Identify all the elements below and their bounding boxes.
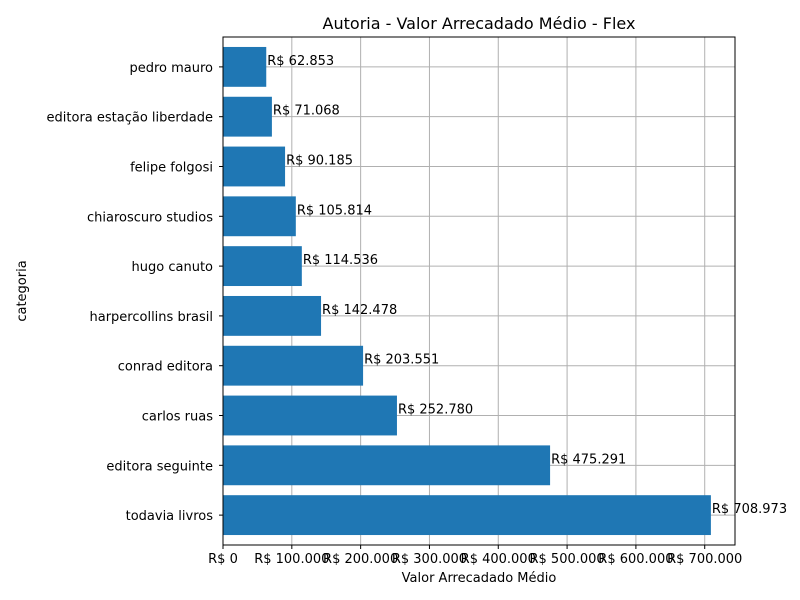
y-tick-label: chiaroscuro studios (87, 210, 213, 225)
data-label: R$ 252.780 (398, 403, 473, 418)
bar (223, 96, 272, 137)
y-axis-label: categoria (15, 260, 30, 321)
x-tick-label: R$ 500.000 (529, 552, 604, 567)
y-tick-labels: todavia livros editora seguinte carlos rua… (47, 61, 223, 524)
x-tick-label: R$ 100.000 (254, 552, 329, 567)
data-label: R$ 114.536 (303, 253, 378, 268)
data-label: R$ 142.478 (322, 303, 397, 318)
y-tick-label: harpercollins brasil (90, 310, 214, 325)
data-label: R$ 62.853 (267, 54, 334, 69)
y-tick-label: hugo canuto (132, 260, 214, 275)
y-tick-label: felipe folgosi (130, 160, 213, 175)
bar (223, 146, 286, 187)
bars (223, 46, 711, 536)
x-tick-label: R$ 600.000 (598, 552, 673, 567)
data-label: R$ 105.814 (297, 203, 372, 218)
x-tick-label: R$ 300.000 (392, 552, 467, 567)
data-label: R$ 475.291 (551, 452, 626, 467)
y-tick-label: carlos ruas (142, 410, 213, 425)
y-tick-label: pedro mauro (129, 61, 213, 76)
bar (223, 46, 267, 87)
data-label: R$ 90.185 (286, 153, 353, 168)
bar (223, 246, 302, 287)
bar (223, 495, 711, 536)
bar (223, 196, 296, 237)
y-tick-label: editora estação liberdade (47, 111, 213, 126)
x-tick-label: R$ 700.000 (667, 552, 742, 567)
y-tick-label: todavia livros (126, 509, 214, 524)
x-tick-label: R$ 0 (208, 552, 238, 567)
bar (223, 445, 551, 486)
plot-frame (222, 36, 736, 546)
data-label: R$ 203.551 (364, 353, 439, 368)
bar (223, 395, 397, 436)
data-label: R$ 708.973 (712, 502, 787, 517)
y-tick-label: conrad editora (118, 360, 213, 375)
y-tick-label: editora seguinte (106, 459, 213, 474)
x-axis-label: Valor Arrecadado Médio (402, 571, 557, 586)
x-tick-label: R$ 400.000 (461, 552, 536, 567)
x-tick-label: R$ 200.000 (323, 552, 398, 567)
bar (223, 345, 364, 386)
chart-title: Autoria - Valor Arrecadado Médio - Flex (323, 14, 636, 33)
data-label: R$ 71.068 (273, 104, 340, 119)
bar (223, 295, 322, 336)
data-labels: R$ 708.973 R$ 475.291 R$ 252.780 R$ 203.551… (267, 54, 787, 517)
